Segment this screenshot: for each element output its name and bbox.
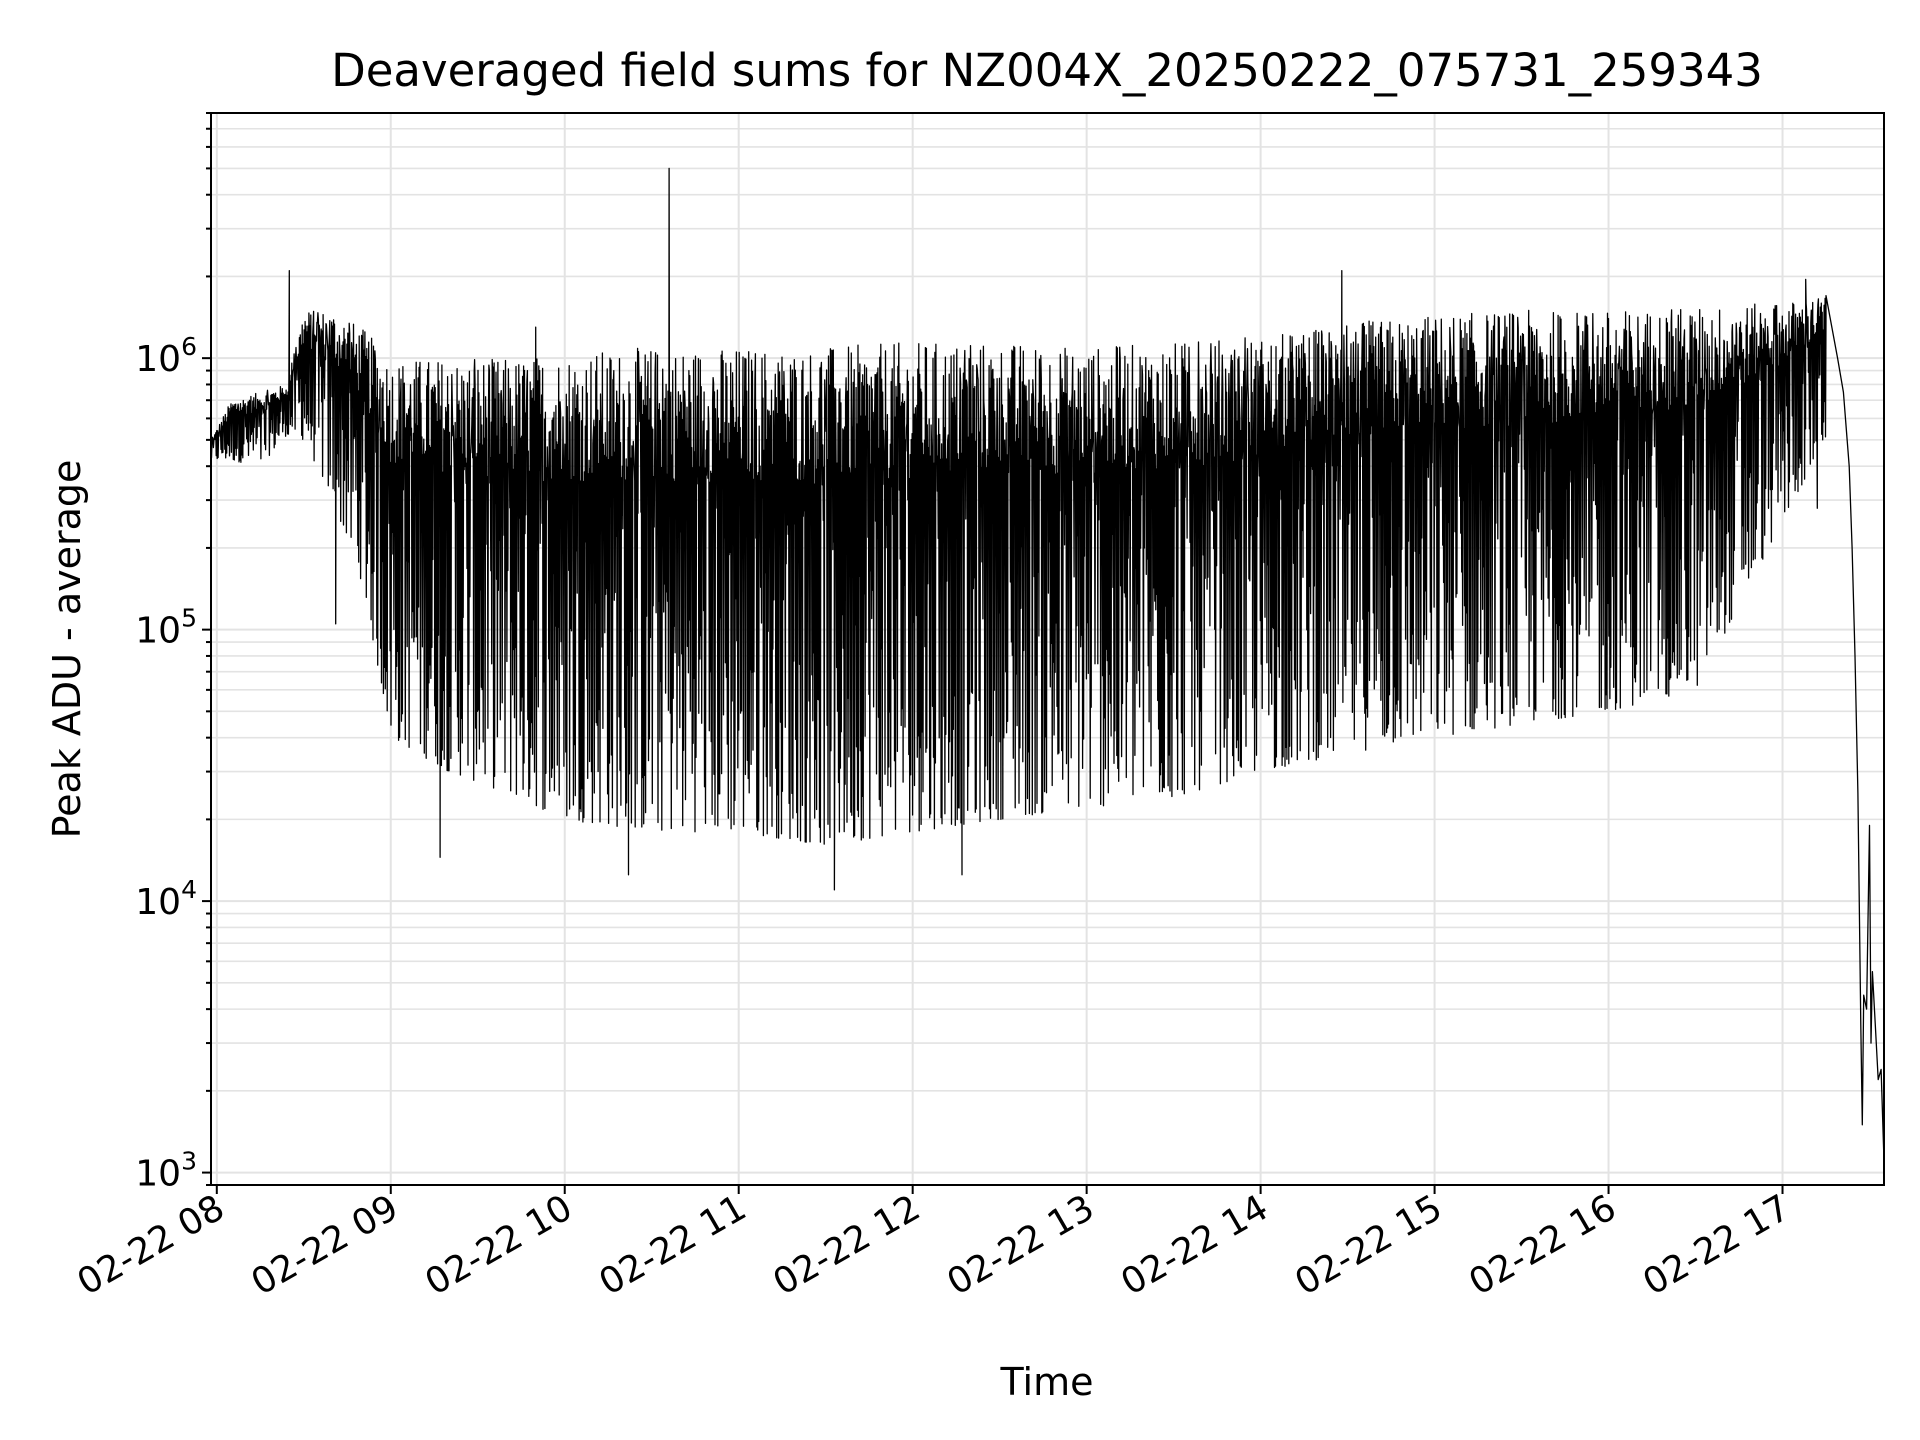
y-tick-label: 105 (135, 604, 197, 652)
x-tick-label: 02-22 16 (1462, 1187, 1623, 1303)
series-line (210, 167, 1885, 1162)
series-layer (210, 167, 1885, 1162)
x-tick-label: 02-22 09 (245, 1187, 406, 1303)
x-tick-label: 02-22 14 (1114, 1187, 1275, 1303)
x-tick-label: 02-22 08 (71, 1187, 232, 1303)
x-axis-label: Time (1000, 1360, 1094, 1404)
x-tick-label: 02-22 12 (766, 1187, 927, 1303)
plot-frame (210, 112, 1885, 1186)
x-tick-label: 02-22 10 (419, 1187, 580, 1303)
x-axis: 02-22 08 02-22 09 02-22 10 02-22 11 02-22 12… (71, 1185, 1797, 1304)
y-tick-label: 103 (135, 1147, 197, 1195)
x-tick-label: 02-22 17 (1636, 1187, 1797, 1303)
y-tick-label: 106 (135, 332, 197, 380)
x-tick-label: 02-22 11 (593, 1187, 754, 1303)
chart-title: Deaveraged field sums for NZ004X_2025022… (331, 44, 1763, 97)
y-tick-label: 104 (135, 875, 197, 923)
x-tick-label: 02-22 15 (1288, 1187, 1449, 1303)
y-axis-label: Peak ADU - average (45, 460, 89, 839)
x-tick-label: 02-22 13 (940, 1187, 1101, 1303)
y-axis: 103 104 105 106 (135, 112, 211, 1195)
